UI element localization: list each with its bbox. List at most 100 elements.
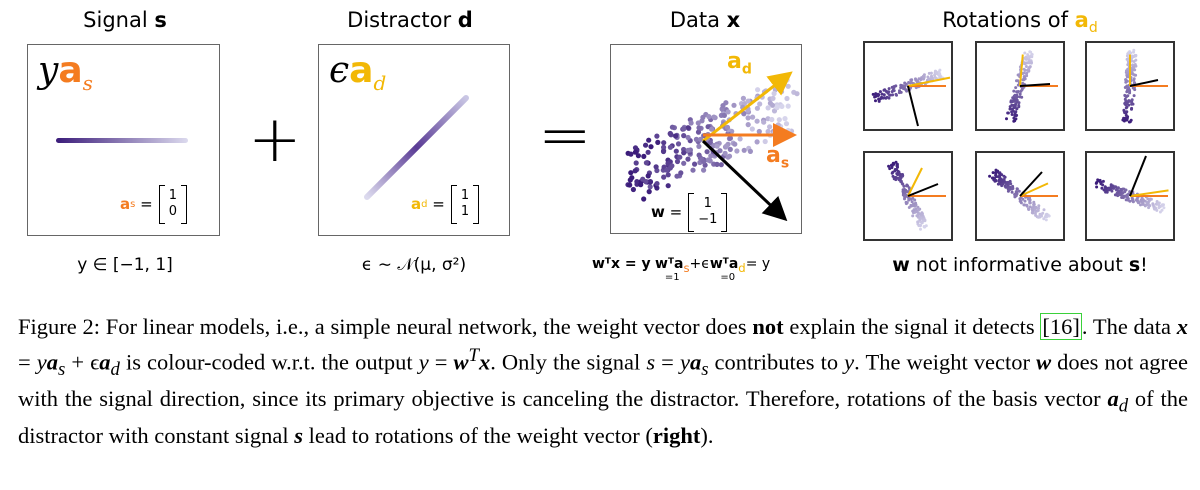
rotation-point xyxy=(1135,197,1139,201)
rotation-point xyxy=(935,72,939,76)
rotation-point xyxy=(1032,200,1036,204)
rotation-point xyxy=(902,87,905,91)
rotation-point xyxy=(895,93,898,97)
data-point xyxy=(681,133,687,139)
rotation-point xyxy=(1029,61,1033,65)
data-point xyxy=(630,186,636,193)
data-point xyxy=(673,148,679,154)
data-point xyxy=(745,122,751,128)
rotation-point xyxy=(1037,204,1041,208)
rotation-scatter xyxy=(1121,48,1168,124)
rotation-w-arrow xyxy=(907,183,939,197)
rotation-point xyxy=(913,210,917,214)
rotation-point xyxy=(1146,201,1149,204)
data-point xyxy=(707,140,713,146)
rotation-point xyxy=(916,220,920,224)
rotation-point xyxy=(884,89,888,93)
data-point xyxy=(747,148,753,154)
rotation-point xyxy=(1126,63,1130,67)
rotation-point xyxy=(1131,86,1135,90)
rotation-point xyxy=(1018,197,1022,201)
rotation-panel xyxy=(1085,41,1175,131)
data-point xyxy=(647,184,653,190)
data-point xyxy=(734,148,740,154)
rotation-point xyxy=(899,90,903,94)
data-point xyxy=(628,151,634,157)
rotation-point xyxy=(1012,116,1016,120)
data-point xyxy=(646,189,652,195)
rotation-point xyxy=(1116,186,1120,190)
rotation-point xyxy=(994,175,998,179)
signal-symbol: yas xyxy=(38,50,93,96)
rotation-point xyxy=(1099,180,1103,184)
rotation-point xyxy=(1016,79,1020,83)
rotation-point xyxy=(1123,86,1127,89)
data-point xyxy=(661,144,667,150)
data-point xyxy=(762,138,768,145)
rotation-point xyxy=(1126,198,1130,202)
data-point xyxy=(643,179,649,185)
data-point xyxy=(685,134,691,141)
rotation-point xyxy=(1010,107,1014,111)
rotation-point xyxy=(1028,50,1032,54)
rotation-point xyxy=(911,203,915,207)
rotation-w-arrow xyxy=(907,85,919,127)
rotation-scatter xyxy=(1005,50,1058,123)
data-point xyxy=(701,159,707,165)
rotation-point xyxy=(1012,119,1016,123)
rotation-point xyxy=(1044,213,1048,217)
data-point xyxy=(693,136,699,142)
rotation-point xyxy=(1022,71,1026,75)
rotation-point xyxy=(1125,69,1128,73)
rotation-point xyxy=(1131,63,1135,67)
rotation-point xyxy=(1122,110,1126,113)
rotation-point xyxy=(1096,179,1100,183)
data-point xyxy=(727,135,733,141)
rotation-point xyxy=(894,175,898,179)
rotation-point xyxy=(1027,66,1031,70)
rotation-point xyxy=(888,93,892,97)
rotation-point xyxy=(1125,79,1129,83)
data-point xyxy=(688,120,694,126)
figure-caption: Figure 2: For linear models, i.e., a sim… xyxy=(18,313,1189,448)
rotation-point xyxy=(878,90,882,94)
rotation-ad-arrow xyxy=(1129,189,1169,197)
rotation-point xyxy=(1114,185,1118,189)
rotation-w-arrow xyxy=(1019,83,1051,87)
rotation-point xyxy=(911,209,915,213)
data-point xyxy=(754,105,760,111)
rotation-w-arrow xyxy=(1019,171,1043,197)
data-point xyxy=(727,146,733,152)
data-point xyxy=(696,125,702,131)
rotation-point xyxy=(1134,64,1138,68)
rotation-point xyxy=(902,184,906,188)
arrow-ad-label: ad xyxy=(727,49,752,78)
rotation-point xyxy=(922,73,926,77)
rotation-point xyxy=(1157,206,1161,210)
rotation-point xyxy=(1013,114,1017,118)
data-point xyxy=(645,149,651,155)
data-point xyxy=(717,148,723,154)
data-point xyxy=(696,143,702,149)
rotation-point xyxy=(933,75,937,79)
data-point xyxy=(643,142,649,148)
citation-link[interactable]: [16] xyxy=(1040,313,1082,340)
rotation-point xyxy=(907,81,911,84)
rotation-point xyxy=(1042,208,1046,212)
rotation-point xyxy=(923,225,926,229)
rotation-point xyxy=(909,203,913,207)
data-point xyxy=(667,130,673,137)
rotation-point xyxy=(1125,195,1129,199)
rotation-point xyxy=(1131,198,1134,202)
rotation-point xyxy=(917,77,921,81)
signal-range: y ∈ [−1, 1] xyxy=(77,255,173,275)
rotation-point xyxy=(920,221,924,225)
rotation-point xyxy=(1030,53,1034,56)
rotation-point xyxy=(903,84,907,88)
rotation-scatter xyxy=(1094,155,1169,214)
data-point xyxy=(646,137,652,143)
rotation-point xyxy=(900,174,904,178)
data-point xyxy=(629,175,635,181)
data-point xyxy=(685,125,691,131)
rotation-point xyxy=(1006,180,1010,184)
